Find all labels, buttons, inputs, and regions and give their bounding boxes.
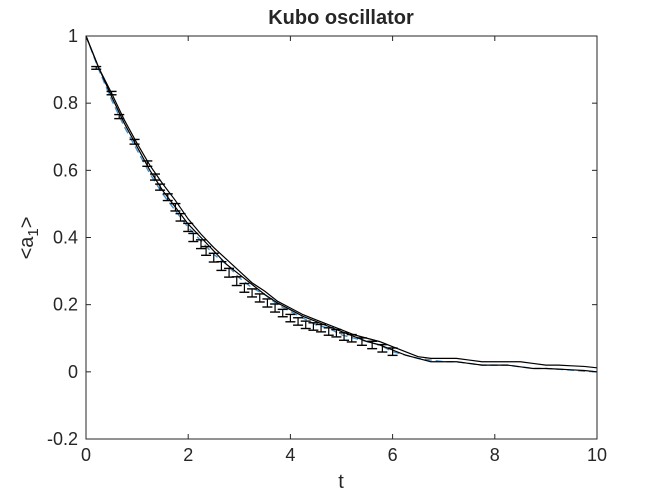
error-bar <box>155 183 166 191</box>
error-bar <box>377 343 388 353</box>
y-axis-ticks: -0.2 0 0.2 0.4 0.6 0.8 1 <box>47 26 597 449</box>
y-tick-label: -0.2 <box>47 429 78 449</box>
error-bar <box>300 320 311 330</box>
error-bar <box>339 332 350 341</box>
error-bar <box>216 260 227 272</box>
error-bar <box>262 298 273 308</box>
error-bar <box>285 313 296 323</box>
x-axis-label: t <box>338 471 344 493</box>
error-bar <box>323 327 334 336</box>
error-bar <box>356 337 367 347</box>
y-tick-label: 1 <box>68 26 78 46</box>
error-bar <box>183 222 194 233</box>
error-bar <box>346 333 357 343</box>
x-tick-label: 6 <box>388 445 398 465</box>
y-axis-label: <a1> <box>16 217 42 260</box>
error-bar <box>91 65 102 70</box>
y-tick-label: 0 <box>68 362 78 382</box>
series-line-3 <box>85 35 598 373</box>
error-bar <box>231 276 242 287</box>
y-axis-label-main: <a <box>16 236 38 260</box>
series-line-1 <box>85 35 598 373</box>
error-bar <box>195 239 206 250</box>
error-bar <box>129 138 140 145</box>
error-bar <box>142 160 153 168</box>
y-tick-label: 0.6 <box>53 160 78 180</box>
error-bar <box>239 282 250 293</box>
error-bar <box>270 303 281 313</box>
error-bar <box>293 317 304 326</box>
error-bar <box>175 212 186 222</box>
error-bar <box>247 288 258 298</box>
x-tick-label: 8 <box>490 445 500 465</box>
x-tick-label: 10 <box>587 445 607 465</box>
error-bar <box>308 322 319 331</box>
series-line-2 <box>85 35 598 369</box>
x-tick-label: 0 <box>81 445 91 465</box>
error-bar <box>188 232 199 243</box>
error-bar <box>106 90 117 96</box>
x-tick-label: 2 <box>183 445 193 465</box>
x-tick-label: 4 <box>285 445 295 465</box>
error-bar <box>114 113 125 120</box>
error-bar <box>254 293 265 303</box>
error-bar <box>367 340 378 350</box>
y-tick-label: 0.8 <box>53 93 78 113</box>
y-axis-label-suffix: > <box>16 217 38 229</box>
error-bar <box>201 245 212 256</box>
y-axis-label-subscript: 1 <box>25 228 42 236</box>
y-tick-label: 0.2 <box>53 295 78 315</box>
x-axis-ticks: 0 2 4 6 8 10 <box>81 36 607 465</box>
y-tick-label: 0.4 <box>53 228 78 248</box>
error-bar <box>316 323 327 333</box>
series-layer <box>85 35 598 373</box>
plot-area-background <box>86 36 597 439</box>
error-bar-layer <box>91 65 398 357</box>
error-bar <box>170 202 181 212</box>
error-bar <box>387 347 398 357</box>
error-bar <box>162 193 173 202</box>
error-bar <box>277 308 288 318</box>
error-bar <box>149 173 160 181</box>
plot-area-frame <box>85 35 598 440</box>
chart-title: Kubo oscillator <box>268 7 414 29</box>
error-bar <box>331 328 342 338</box>
